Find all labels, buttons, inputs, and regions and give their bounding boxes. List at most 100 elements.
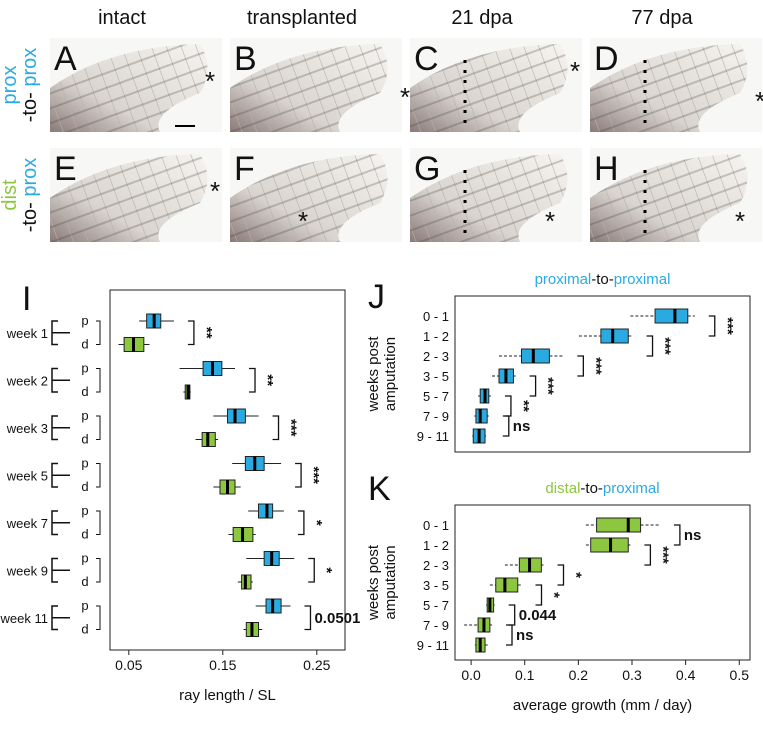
panel-marker: *: [545, 206, 555, 236]
box: [495, 577, 519, 593]
panel-marker: *: [755, 86, 763, 116]
chart-title: distal-to-proximal: [545, 480, 659, 497]
x-tick-label: 0.5: [730, 667, 750, 683]
significance-bracket: [529, 375, 537, 397]
panel-letter: F: [234, 150, 255, 188]
significance-bracket: [708, 315, 716, 337]
significance-label: ***: [587, 357, 604, 375]
x-axis-label: average growth (mm / day): [513, 697, 692, 714]
significance-bracket: [297, 510, 305, 536]
x-tick-label: 0.4: [676, 667, 696, 683]
fin-rays: [590, 44, 748, 132]
significance-bracket: [673, 524, 681, 546]
significance-label: ns: [516, 627, 534, 644]
significance-label: **: [515, 400, 532, 412]
category-label: 1 - 2: [423, 329, 449, 344]
plot-frame: [454, 295, 751, 453]
significance-bracket: [506, 624, 513, 646]
fin-rays: [590, 154, 748, 242]
significance-label: **: [259, 374, 276, 386]
panel-letter: E: [54, 150, 77, 188]
category-label: 2 - 3: [423, 558, 449, 573]
significance-label: *: [568, 572, 585, 578]
panel-letter: C: [414, 40, 439, 78]
fin-rays: [50, 154, 208, 242]
panel-letter: B: [234, 40, 257, 78]
category-label: 0 - 1: [423, 309, 449, 324]
significance-label: ***: [305, 466, 322, 484]
panel-marker: *: [735, 206, 745, 236]
row-label-part: -to-: [19, 92, 41, 122]
panel-marker: *: [205, 66, 215, 96]
series-label: p: [81, 313, 88, 328]
plot-frame: [109, 289, 346, 651]
significance-label: 0.044: [519, 607, 557, 624]
panel-letter: H: [594, 150, 619, 188]
significance-bracket: [308, 557, 315, 583]
panel-marker: *: [210, 176, 220, 206]
series-label: d: [81, 479, 88, 494]
box: [654, 308, 689, 324]
y-axis-label: weeks post: [365, 336, 382, 413]
significance-bracket: [535, 584, 543, 606]
significance-label: ***: [719, 317, 736, 335]
x-axis-label: ray length / SL: [179, 687, 276, 704]
y-axis-label: weeks post: [365, 544, 382, 621]
panel-letter: D: [594, 40, 619, 78]
series-label: p: [81, 456, 88, 471]
significance-label: ***: [283, 419, 300, 437]
panel-letter: G: [414, 150, 440, 188]
category-bracket: [51, 605, 70, 631]
category-label: 9 - 11: [417, 638, 449, 653]
series-bracket: [96, 415, 101, 440]
title-part: proximal: [614, 271, 671, 288]
x-tick-label: 0.2: [569, 667, 589, 683]
series-label: d: [81, 574, 88, 589]
column-header: 21 dpa: [451, 7, 513, 29]
series-bracket: [96, 558, 101, 583]
category-label: week 11: [0, 611, 48, 626]
series-label: p: [81, 503, 88, 518]
x-tick-label: 0.0: [461, 667, 481, 683]
series-label: p: [81, 551, 88, 566]
significance-bracket: [508, 604, 516, 626]
series-bracket: [96, 510, 101, 535]
significance-bracket: [646, 335, 654, 357]
y-axis-label: amputation: [382, 545, 399, 619]
category-label: 5 - 7: [423, 598, 449, 613]
title-part: proximal: [603, 480, 660, 497]
category-label: 7 - 9: [423, 618, 449, 633]
category-label: week 2: [6, 373, 48, 388]
category-label: 3 - 5: [423, 578, 449, 593]
x-tick-label: 0.1: [515, 667, 535, 683]
significance-bracket: [644, 544, 652, 566]
series-bracket: [96, 320, 101, 345]
panel-letter: I: [22, 280, 31, 318]
significance-bracket: [577, 355, 584, 377]
series-label: d: [81, 337, 88, 352]
x-tick-label: 0.05: [115, 657, 142, 673]
category-label: 9 - 11: [417, 429, 449, 444]
significance-label: 0.0501: [314, 610, 360, 627]
series-label: p: [81, 598, 88, 613]
box: [596, 517, 642, 533]
panel-letter: K: [368, 470, 391, 508]
plot-frame: [454, 504, 751, 661]
fin-rays: [50, 44, 208, 132]
fin-rays: [230, 154, 388, 242]
row-label: prox: [0, 66, 21, 105]
chart-title: proximal-to-proximal: [535, 271, 671, 288]
title-part: -to-: [580, 480, 603, 497]
category-label: week 7: [6, 516, 48, 531]
title-part: -to-: [591, 271, 614, 288]
title-part: distal: [545, 480, 580, 497]
row-label: dist: [0, 179, 21, 211]
series-bracket: [96, 463, 101, 488]
category-label: week 9: [6, 563, 48, 578]
box: [600, 328, 629, 344]
category-label: 7 - 9: [423, 409, 449, 424]
x-tick-label: 0.15: [209, 657, 236, 673]
x-tick-label: 0.25: [303, 657, 330, 673]
category-bracket: [51, 320, 70, 346]
